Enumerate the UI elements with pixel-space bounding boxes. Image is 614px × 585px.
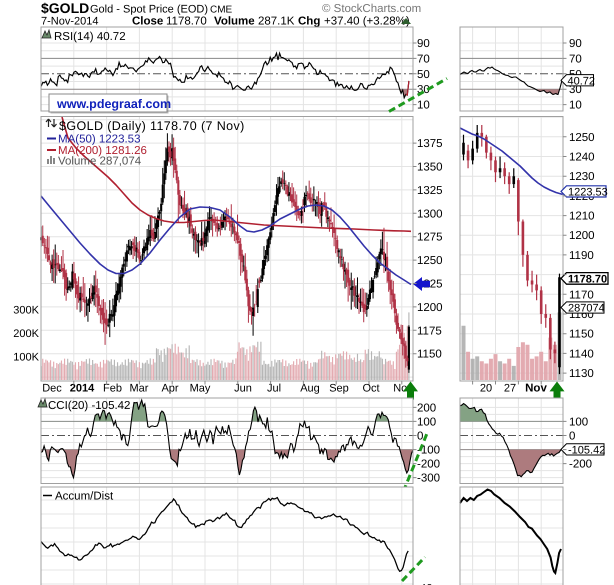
svg-text:© StockCharts.com: © StockCharts.com	[322, 3, 421, 15]
svg-text:1250: 1250	[417, 255, 443, 267]
svg-text:Oct: Oct	[362, 383, 379, 395]
svg-text:90: 90	[569, 38, 582, 50]
svg-text:Gold - Spot Price (EOD): Gold - Spot Price (EOD)	[90, 4, 208, 16]
svg-text:1140: 1140	[569, 348, 594, 360]
svg-text:Volume 287,074: Volume 287,074	[58, 156, 142, 168]
svg-text:20: 20	[480, 383, 492, 395]
svg-text:1178.70: 1178.70	[568, 274, 607, 286]
svg-text:CME: CME	[210, 5, 233, 16]
svg-text:-105.42: -105.42	[568, 444, 605, 456]
svg-text:$GOLD (Daily) 1178.70 (7 Nov): $GOLD (Daily) 1178.70 (7 Nov)	[59, 119, 245, 133]
svg-text:1223.53: 1223.53	[568, 186, 608, 198]
svg-text:10: 10	[569, 100, 582, 112]
svg-text:Aug: Aug	[300, 383, 320, 395]
svg-text:1170: 1170	[569, 289, 594, 301]
svg-text:www.pdegraaf.com: www.pdegraaf.com	[56, 97, 171, 111]
svg-text:Chg: Chg	[298, 16, 320, 28]
svg-text:200: 200	[417, 402, 436, 414]
svg-text:1350: 1350	[417, 162, 443, 174]
svg-text:Jul: Jul	[267, 383, 281, 395]
svg-text:287.1K: 287.1K	[258, 16, 295, 28]
svg-text:0: 0	[569, 431, 575, 443]
svg-text:Sep: Sep	[329, 383, 349, 395]
svg-text:1190: 1190	[569, 250, 594, 262]
svg-text:90: 90	[417, 38, 430, 50]
svg-text:Apr: Apr	[161, 383, 178, 395]
svg-text:Volume: Volume	[214, 16, 255, 28]
svg-text:-300: -300	[417, 473, 440, 485]
svg-text:Jun: Jun	[234, 383, 252, 395]
svg-text:1210: 1210	[569, 211, 595, 223]
svg-text:1240: 1240	[569, 152, 595, 164]
svg-text:300K: 300K	[13, 304, 39, 316]
svg-text:May: May	[190, 383, 211, 395]
svg-text:70: 70	[417, 53, 430, 65]
svg-text:MA(200) 1281.26: MA(200) 1281.26	[58, 145, 147, 157]
svg-text:27: 27	[504, 383, 516, 395]
svg-text:40.72: 40.72	[568, 75, 596, 87]
svg-text:100K: 100K	[13, 351, 39, 363]
svg-text:1300: 1300	[417, 208, 443, 220]
svg-text:30: 30	[569, 84, 582, 96]
svg-text:200K: 200K	[13, 328, 39, 340]
svg-text:Accum/Dist: Accum/Dist	[55, 491, 114, 503]
svg-text:1175: 1175	[417, 325, 442, 337]
svg-text:1200: 1200	[417, 302, 443, 314]
svg-text:1375: 1375	[417, 138, 443, 150]
svg-text:50: 50	[417, 69, 430, 81]
svg-text:1250: 1250	[569, 132, 595, 144]
svg-text:1200: 1200	[569, 230, 595, 242]
svg-text:Close: Close	[132, 16, 163, 28]
svg-text:1230: 1230	[569, 171, 595, 183]
svg-text:-40: -40	[416, 583, 433, 585]
svg-text:+37.40 (+3.28%): +37.40 (+3.28%)	[324, 16, 410, 28]
svg-text:1150: 1150	[569, 329, 594, 341]
svg-text:1325: 1325	[417, 185, 443, 197]
svg-text:1275: 1275	[417, 232, 443, 244]
svg-text:70: 70	[569, 53, 582, 65]
svg-text:-200: -200	[417, 459, 440, 471]
svg-text:7-Nov-2014: 7-Nov-2014	[41, 16, 98, 28]
svg-text:100: 100	[417, 416, 436, 428]
svg-text:0: 0	[417, 431, 423, 443]
svg-text:287074: 287074	[568, 303, 605, 315]
svg-text:1150: 1150	[417, 349, 442, 361]
svg-text:100: 100	[569, 416, 588, 428]
svg-text:CCI(20) -105.42: CCI(20) -105.42	[48, 400, 130, 412]
svg-text:$GOLD: $GOLD	[41, 0, 89, 16]
svg-text:Mar: Mar	[130, 383, 149, 395]
svg-text:1130: 1130	[569, 368, 594, 380]
svg-text:Feb: Feb	[103, 383, 122, 395]
svg-text:1178.70: 1178.70	[166, 16, 207, 28]
svg-text:2014: 2014	[70, 383, 95, 395]
svg-text:10: 10	[417, 100, 430, 112]
svg-text:Dec: Dec	[42, 383, 62, 395]
svg-text:MA(50) 1223.53: MA(50) 1223.53	[58, 134, 140, 146]
svg-text:RSI(14) 40.72: RSI(14) 40.72	[54, 31, 126, 43]
svg-text:Nov: Nov	[525, 383, 547, 395]
svg-text:-200: -200	[569, 459, 592, 471]
